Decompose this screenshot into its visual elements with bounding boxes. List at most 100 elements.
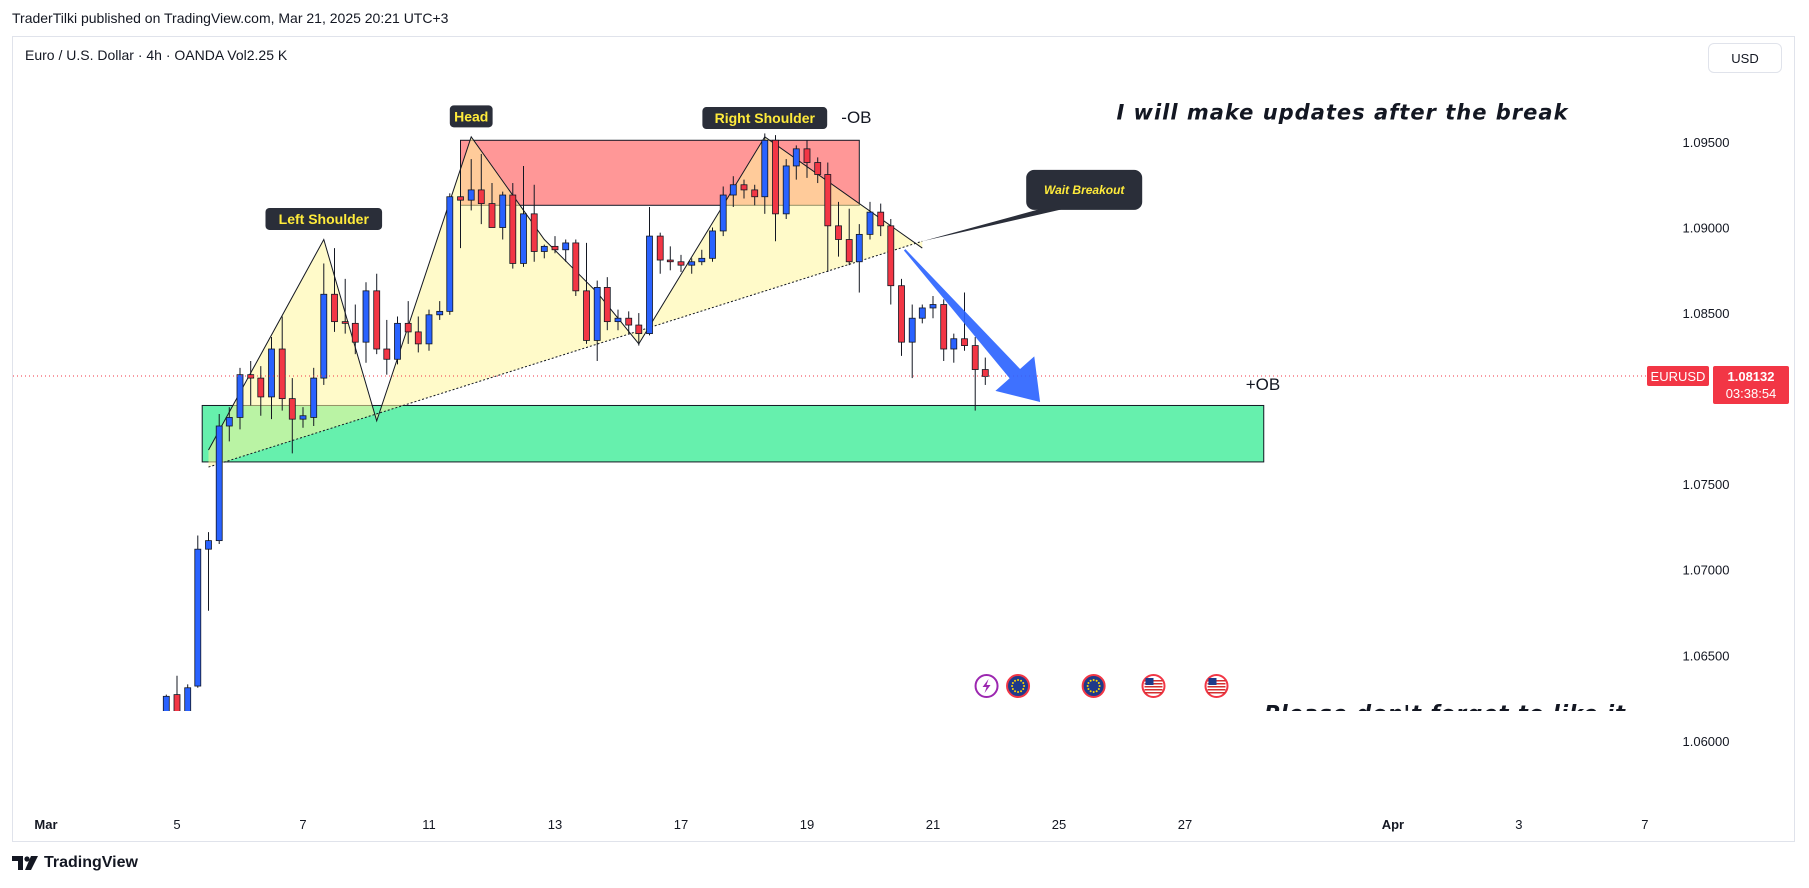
candle[interactable] — [509, 183, 517, 269]
candle[interactable] — [614, 309, 622, 331]
chart-canvas[interactable]: Head Left Shoulder Right Shoulder -OB +OB Wai… — [13, 37, 1794, 841]
candle[interactable] — [866, 201, 874, 240]
candle[interactable] — [184, 684, 192, 734]
candle[interactable] — [299, 407, 307, 428]
candle[interactable] — [551, 236, 559, 254]
candle[interactable] — [698, 249, 706, 266]
candle[interactable] — [488, 183, 496, 228]
candle[interactable] — [351, 304, 359, 355]
candle[interactable] — [814, 157, 822, 184]
chart-frame[interactable]: Head Left Shoulder Right Shoulder -OB +OB Wai… — [12, 36, 1795, 842]
candle[interactable] — [341, 278, 349, 334]
breakdown-arrow[interactable] — [903, 249, 1041, 403]
candle[interactable] — [257, 366, 265, 416]
candle[interactable] — [320, 263, 328, 385]
candle[interactable] — [425, 309, 433, 351]
candle[interactable] — [436, 301, 444, 320]
candle[interactable] — [225, 407, 233, 442]
currency-button[interactable]: USD — [1708, 43, 1782, 73]
candle[interactable] — [824, 162, 832, 273]
candle[interactable] — [772, 135, 779, 242]
candle[interactable] — [751, 184, 759, 206]
candle[interactable] — [709, 227, 716, 262]
plot-area[interactable]: Head Left Shoulder Right Shoulder -OB +OB Wai… — [13, 101, 1649, 818]
us-flag-icon[interactable] — [1204, 674, 1229, 698]
candle[interactable] — [782, 159, 790, 219]
last-price-tag[interactable]: 1.08132 03:38:54 — [1713, 366, 1789, 405]
pattern-label[interactable]: Left Shoulder — [265, 207, 383, 230]
neckline[interactable] — [208, 240, 923, 468]
candle[interactable] — [373, 273, 381, 355]
candle[interactable] — [593, 280, 601, 361]
candle[interactable] — [331, 248, 338, 332]
candle[interactable] — [603, 277, 611, 331]
candle[interactable] — [792, 145, 800, 180]
candle[interactable] — [477, 153, 485, 225]
candle[interactable] — [835, 201, 842, 257]
candle[interactable] — [761, 133, 769, 214]
candle[interactable] — [540, 244, 548, 259]
candle[interactable] — [981, 357, 989, 385]
price-axis[interactable]: 1.09500 1.09000 1.08500 1.07500 1.07000 1.065… — [1683, 135, 1730, 749]
candle[interactable] — [236, 367, 244, 430]
candle[interactable] — [404, 301, 412, 344]
candle[interactable] — [877, 203, 885, 237]
candle[interactable] — [499, 191, 507, 240]
candle[interactable] — [467, 159, 475, 211]
candle[interactable] — [971, 337, 979, 411]
symbol-price-tag[interactable]: EURUSD — [1647, 366, 1709, 387]
candle[interactable] — [362, 282, 370, 363]
tradingview-brand[interactable]: TradingView — [12, 854, 138, 872]
candle[interactable] — [562, 239, 570, 262]
wait-breakout-callout[interactable]: Wait Breakout — [922, 169, 1143, 242]
candle[interactable] — [268, 337, 275, 420]
candle[interactable] — [288, 378, 296, 454]
candle[interactable] — [719, 186, 727, 237]
candle[interactable] — [677, 254, 685, 273]
candle[interactable] — [646, 207, 653, 336]
candle[interactable] — [520, 165, 527, 267]
candle[interactable] — [688, 258, 696, 274]
candle[interactable] — [215, 414, 223, 545]
candle[interactable] — [635, 313, 643, 346]
candle[interactable] — [194, 535, 202, 688]
candle[interactable] — [740, 179, 748, 199]
tradingview-logo-icon — [12, 856, 38, 870]
us-flag-icon[interactable] — [1141, 674, 1166, 698]
candle[interactable] — [310, 367, 318, 426]
candle[interactable] — [887, 218, 895, 305]
candle-body-up — [593, 287, 601, 341]
candle[interactable] — [908, 304, 916, 379]
time-axis[interactable]: Mar 5 7 11 13 17 19 21 25 27 Apr 3 7 — [34, 817, 1648, 832]
candle[interactable] — [446, 193, 454, 315]
candle[interactable] — [918, 304, 926, 324]
pattern-label[interactable]: Right Shoulder — [702, 107, 828, 130]
candle[interactable] — [414, 316, 422, 353]
candle[interactable] — [929, 295, 937, 319]
candle[interactable] — [656, 232, 664, 274]
candle[interactable] — [940, 299, 948, 361]
eu-flag-icon[interactable] — [1081, 674, 1106, 698]
eu-flag-icon[interactable] — [1006, 674, 1031, 698]
candle[interactable] — [278, 316, 286, 411]
candle[interactable] — [950, 333, 958, 363]
pattern-label[interactable]: Head — [449, 105, 493, 128]
candle[interactable] — [572, 239, 580, 296]
candle[interactable] — [803, 140, 811, 178]
candle[interactable] — [855, 224, 863, 293]
candle[interactable] — [583, 242, 590, 344]
candle[interactable] — [205, 532, 212, 611]
candle[interactable] — [394, 316, 401, 365]
candle[interactable] — [729, 176, 737, 208]
candle[interactable] — [666, 246, 674, 271]
candle[interactable] — [162, 694, 170, 818]
candle[interactable] — [845, 208, 853, 266]
candle-body-up — [425, 314, 433, 345]
lightning-icon[interactable] — [974, 674, 999, 698]
candle[interactable] — [173, 675, 181, 724]
candle[interactable] — [457, 162, 464, 249]
candle[interactable] — [383, 319, 391, 375]
candle[interactable] — [530, 184, 538, 262]
candle[interactable] — [898, 278, 905, 356]
candle[interactable] — [625, 311, 633, 334]
